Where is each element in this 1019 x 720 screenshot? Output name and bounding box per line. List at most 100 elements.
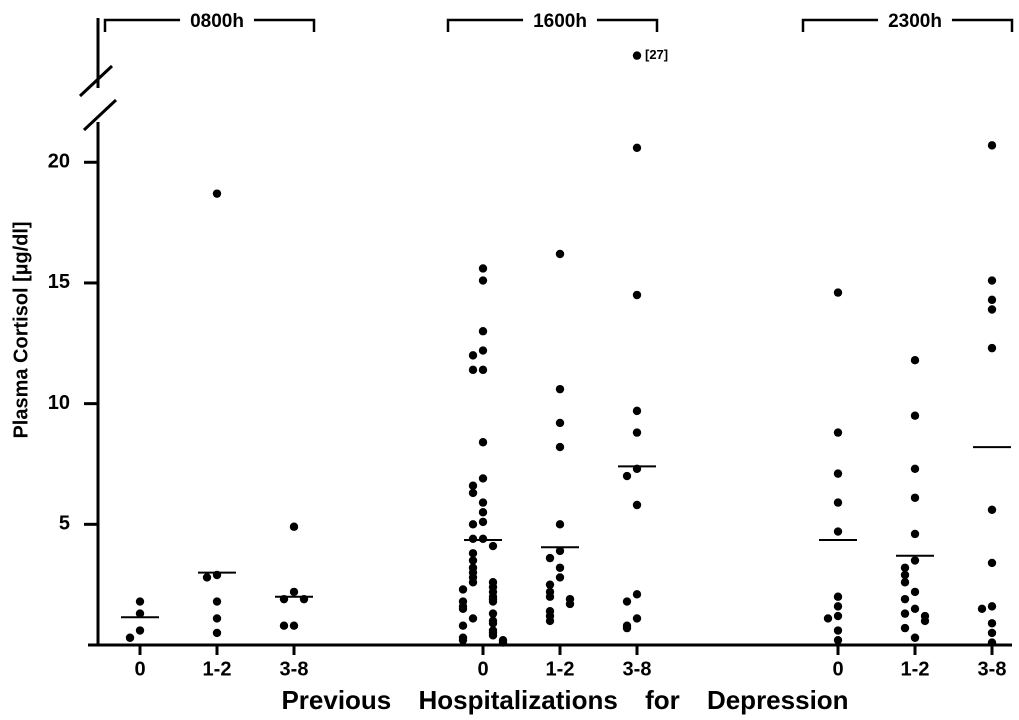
data-point xyxy=(545,553,555,563)
data-point xyxy=(833,527,843,536)
data-point xyxy=(458,604,468,613)
data-point xyxy=(910,604,920,613)
data-point xyxy=(910,633,920,642)
data-point xyxy=(833,469,843,478)
group-bracket xyxy=(253,18,316,32)
data-point xyxy=(987,505,997,515)
data-point xyxy=(977,604,987,613)
data-point xyxy=(125,633,135,642)
data-point xyxy=(478,327,488,336)
group-bracket xyxy=(596,18,659,32)
data-point xyxy=(468,578,478,587)
data-point xyxy=(458,585,468,594)
data-point xyxy=(458,635,468,645)
data-point xyxy=(212,597,222,606)
data-point xyxy=(135,626,145,635)
y-tick-label: 15 xyxy=(48,271,70,293)
data-point xyxy=(498,638,508,647)
data-point xyxy=(910,464,920,474)
data-point xyxy=(920,616,930,626)
data-point xyxy=(478,508,488,517)
data-point xyxy=(478,346,488,355)
data-point xyxy=(289,621,299,630)
data-point xyxy=(632,428,642,437)
value-label: [27] xyxy=(645,47,668,62)
group-label: 2300h xyxy=(888,11,942,32)
y-tick-label: 20 xyxy=(48,151,70,173)
data-point xyxy=(135,609,145,618)
data-point xyxy=(833,498,843,507)
x-tick-label: 0 xyxy=(477,658,488,680)
data-point xyxy=(900,623,910,633)
data-point xyxy=(555,546,565,556)
data-point xyxy=(910,529,920,539)
data-point xyxy=(478,498,488,507)
data-point xyxy=(468,614,478,623)
data-point xyxy=(202,573,212,582)
x-tick-label: 3-8 xyxy=(623,658,652,680)
data-point xyxy=(632,590,642,599)
data-point xyxy=(279,621,289,630)
data-point xyxy=(468,549,478,558)
data-point xyxy=(478,438,488,447)
x-tick-label: 1-2 xyxy=(546,658,575,680)
data-point xyxy=(987,305,997,314)
data-point xyxy=(987,141,997,150)
data-point xyxy=(833,611,843,621)
data-point xyxy=(987,628,997,638)
data-point xyxy=(632,406,642,416)
data-point xyxy=(212,628,222,638)
x-tick-label: 1-2 xyxy=(203,658,232,680)
data-point xyxy=(478,264,488,273)
data-point xyxy=(910,556,920,565)
data-point xyxy=(833,288,843,297)
y-tick-label: 10 xyxy=(48,392,70,414)
data-point xyxy=(478,534,488,543)
data-point xyxy=(478,474,488,483)
data-point xyxy=(900,609,910,618)
data-point xyxy=(833,428,843,437)
data-point xyxy=(900,578,910,587)
data-point xyxy=(555,418,565,428)
group-label: 1600h xyxy=(533,11,587,32)
data-point xyxy=(622,623,632,633)
x-tick-label: 1-2 xyxy=(901,658,930,680)
data-point xyxy=(488,541,498,551)
data-point xyxy=(555,384,565,394)
y-axis-label: Plasma Cortisol [µg/dl] xyxy=(10,221,32,438)
data-point xyxy=(555,573,565,582)
data-point xyxy=(632,290,642,300)
group-bracket xyxy=(951,18,1014,32)
data-point xyxy=(488,597,498,606)
data-point xyxy=(833,626,843,635)
data-point xyxy=(478,365,488,375)
data-point xyxy=(987,602,997,611)
data-point xyxy=(212,189,222,198)
data-point xyxy=(488,609,498,618)
data-point xyxy=(910,587,920,597)
data-point xyxy=(555,563,565,572)
data-point xyxy=(468,481,478,490)
data-point xyxy=(478,517,488,527)
data-point xyxy=(987,638,997,647)
data-point xyxy=(468,351,478,360)
data-point xyxy=(987,558,997,568)
data-point xyxy=(833,592,843,601)
data-point xyxy=(632,500,642,510)
data-point xyxy=(555,520,565,529)
data-point xyxy=(488,631,498,640)
data-point xyxy=(987,295,997,305)
data-point xyxy=(910,355,920,365)
data-point xyxy=(823,614,833,623)
data-point xyxy=(622,471,632,481)
data-point xyxy=(488,619,498,628)
group-bracket xyxy=(446,18,524,32)
group-label: 0800h xyxy=(190,11,244,32)
data-point xyxy=(545,616,555,626)
data-point xyxy=(545,592,555,601)
data-point xyxy=(910,493,920,502)
x-tick-label: 0 xyxy=(134,658,145,680)
data-point xyxy=(900,594,910,604)
data-point xyxy=(833,635,843,645)
